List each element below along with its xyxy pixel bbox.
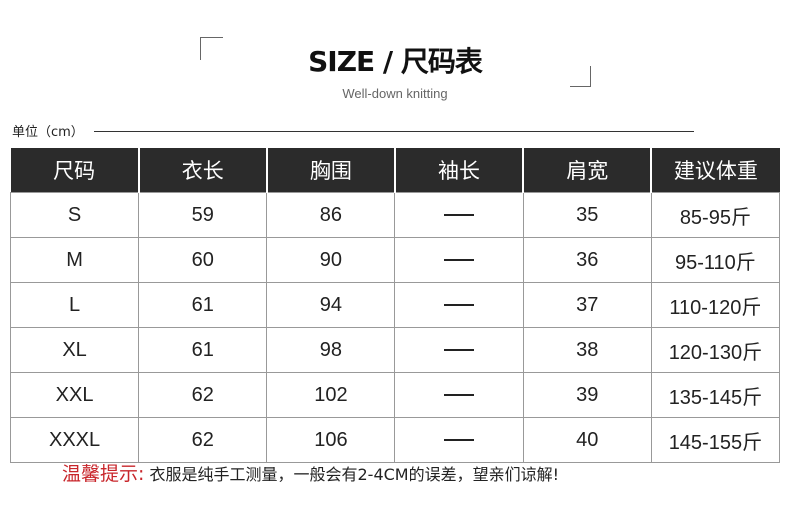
- table-row: L 61 94 37 110-120斤: [9, 282, 781, 328]
- page-title: SIZE / 尺码表: [308, 45, 483, 78]
- table-cell: [394, 372, 524, 418]
- subtitle: Well-down knitting: [342, 86, 448, 101]
- table-cell: 94: [266, 282, 396, 328]
- unit-label: 单位（cm）: [12, 125, 84, 140]
- dash-mark: [444, 439, 475, 442]
- table-cell: 61: [138, 327, 268, 373]
- table-cell: 106: [266, 417, 396, 463]
- table-cell: 95-110斤: [650, 237, 781, 283]
- table-cell: 59: [138, 192, 268, 238]
- table-cell: 61: [138, 282, 268, 328]
- table-row: XXL 62 102 39 135-145斤: [9, 372, 781, 418]
- table-cell: 62: [138, 417, 268, 463]
- table-cell: 102: [266, 372, 396, 418]
- dash-mark: [444, 304, 475, 307]
- table-row: XL 61 98 38 120-130斤: [9, 327, 781, 373]
- table-row: M 60 90 36 95-110斤: [9, 237, 781, 283]
- table-cell: 135-145斤: [650, 372, 781, 418]
- table-cell: M: [9, 237, 140, 283]
- table-cell: 85-95斤: [650, 192, 781, 238]
- column-header: 袖长: [394, 148, 525, 193]
- dash-mark: [444, 259, 475, 262]
- tip-text: 衣服是纯手工测量，一般会有2-4CM的误差，望亲们谅解!: [144, 465, 560, 484]
- tip-note: 温馨提示: 衣服是纯手工测量，一般会有2-4CM的误差，望亲们谅解!: [62, 459, 559, 486]
- table-cell: 40: [522, 417, 652, 463]
- table-cell: XXXL: [9, 417, 140, 463]
- table-cell: XXL: [9, 372, 140, 418]
- column-header: 衣长: [138, 148, 268, 193]
- table-cell: [394, 192, 524, 238]
- dash-mark: [444, 349, 475, 352]
- table-cell: 38: [522, 327, 652, 373]
- table-cell: 36: [522, 237, 652, 283]
- table-cell: S: [9, 192, 140, 238]
- table-row: S 59 86 35 85-95斤: [9, 192, 781, 238]
- column-header: 肩宽: [523, 148, 653, 193]
- table-cell: 120-130斤: [650, 327, 781, 373]
- corner-decoration: [200, 37, 223, 60]
- column-header: 尺码: [10, 148, 140, 193]
- table-cell: 86: [266, 192, 396, 238]
- table-cell: 60: [138, 237, 268, 283]
- dash-mark: [444, 394, 475, 397]
- table-cell: 110-120斤: [650, 282, 781, 328]
- column-header: 胸围: [266, 148, 396, 193]
- table-row: XXXL 62 106 40 145-155斤: [9, 417, 781, 463]
- column-header: 建议体重: [651, 148, 780, 193]
- tip-label: 温馨提示:: [62, 463, 145, 485]
- table-header: 尺码 衣长 胸围 袖长 肩宽 建议体重: [10, 148, 780, 193]
- table-cell: 35: [522, 192, 652, 238]
- table-cell: [394, 327, 524, 373]
- table-cell: 39: [522, 372, 652, 418]
- table-cell: 98: [266, 327, 396, 373]
- table-cell: 37: [522, 282, 652, 328]
- corner-decoration: [570, 66, 591, 87]
- size-table: 尺码 衣长 胸围 袖长 肩宽 建议体重 S 59 86 35 85-95斤 M 60 90 36 95-11…: [9, 148, 781, 463]
- table-cell: L: [9, 282, 140, 328]
- table-cell: [394, 237, 524, 283]
- table-cell: 90: [266, 237, 396, 283]
- table-cell: 145-155斤: [650, 417, 781, 463]
- dash-mark: [444, 214, 475, 217]
- table-cell: [394, 417, 524, 463]
- divider: [94, 131, 694, 132]
- table-cell: [394, 282, 524, 328]
- table-cell: 62: [138, 372, 268, 418]
- table-cell: XL: [9, 327, 140, 373]
